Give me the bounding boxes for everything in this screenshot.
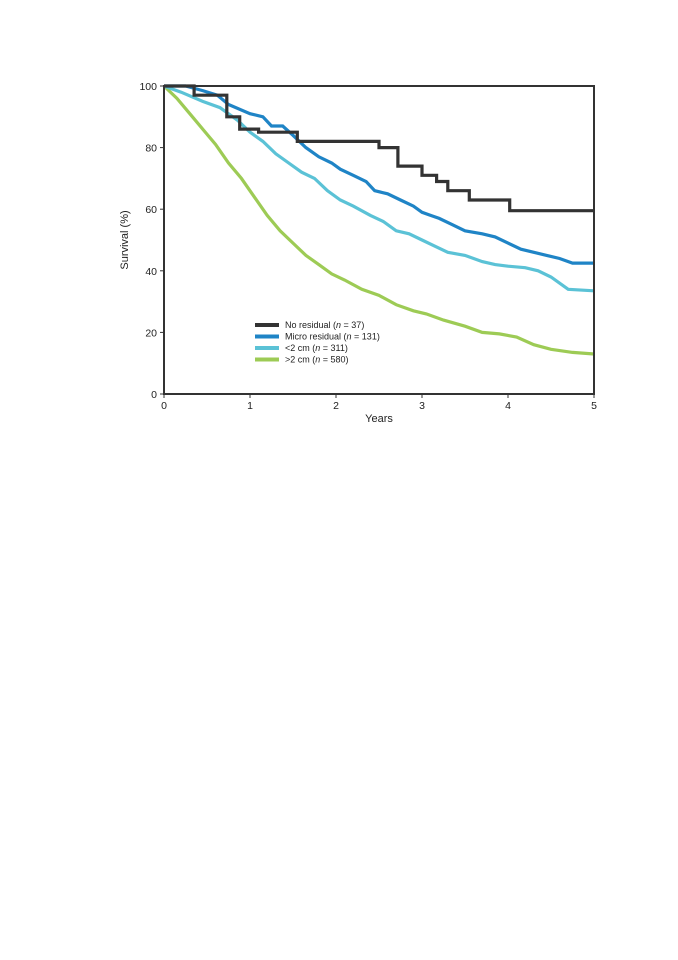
x-tick-label: 1 bbox=[247, 400, 253, 412]
legend-label-0: No residual (n = 37) bbox=[285, 320, 364, 330]
legend-n-symbol: n bbox=[336, 320, 341, 330]
legend-open-paren: ( bbox=[310, 343, 316, 353]
x-axis-title: Years bbox=[365, 413, 393, 425]
legend: No residual (n = 37)Micro residual (n = … bbox=[255, 320, 380, 365]
y-tick-label: 60 bbox=[145, 204, 157, 216]
legend-open-paren: ( bbox=[310, 355, 316, 365]
series-line-0 bbox=[164, 84, 594, 213]
x-tick-label: 5 bbox=[591, 400, 597, 412]
y-tick-label: 0 bbox=[151, 389, 157, 401]
ticks-layer: 0 1 2 3 4 5 0 20 40 60 80 100 bbox=[139, 81, 597, 412]
x-tick-label: 2 bbox=[333, 400, 339, 412]
legend-series-name: >2 cm bbox=[285, 355, 310, 365]
plot-area-frame bbox=[163, 85, 595, 395]
legend-label-2: <2 cm (n = 311) bbox=[285, 343, 348, 353]
series-line-3 bbox=[162, 84, 595, 356]
legend-series-name: Micro residual bbox=[285, 332, 341, 342]
legend-n-value: = 131) bbox=[352, 332, 380, 342]
y-tick-label: 40 bbox=[145, 266, 157, 278]
y-tick-label: 100 bbox=[139, 81, 157, 93]
legend-open-paren: ( bbox=[331, 320, 337, 330]
y-tick-label: 20 bbox=[145, 327, 157, 339]
series-layer bbox=[162, 84, 595, 356]
legend-n-symbol: n bbox=[347, 332, 352, 342]
legend-n-value: = 311) bbox=[320, 343, 348, 353]
legend-n-value: = 37) bbox=[341, 320, 364, 330]
x-tick-label: 0 bbox=[161, 400, 167, 412]
legend-n-value: = 580) bbox=[320, 355, 348, 365]
legend-open-paren: ( bbox=[341, 332, 347, 342]
x-tick-label: 3 bbox=[419, 400, 425, 412]
y-axis-title: Survival (%) bbox=[119, 210, 131, 269]
y-tick-label: 80 bbox=[145, 143, 157, 155]
legend-n-symbol: n bbox=[315, 355, 320, 365]
series-line-1 bbox=[164, 84, 594, 265]
legend-label-3: >2 cm (n = 580) bbox=[285, 355, 349, 365]
legend-series-name: No residual bbox=[285, 320, 331, 330]
legend-label-1: Micro residual (n = 131) bbox=[285, 332, 380, 342]
x-tick-label: 4 bbox=[505, 400, 511, 412]
legend-n-symbol: n bbox=[315, 343, 320, 353]
legend-series-name: <2 cm bbox=[285, 343, 310, 353]
